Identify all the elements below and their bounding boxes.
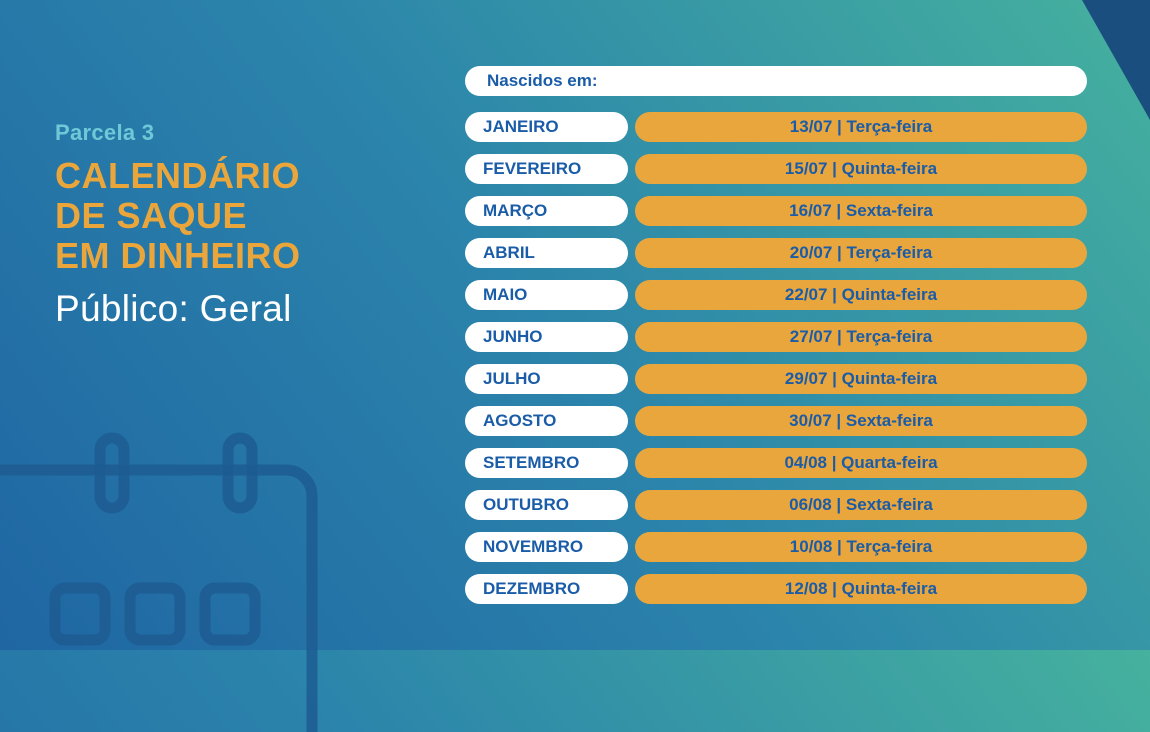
- month-label: ABRIL: [483, 243, 535, 262]
- table-row: NOVEMBRO 10/08 | Terça-feira: [465, 532, 1087, 562]
- table-row: JULHO 29/07 | Quinta-feira: [465, 364, 1087, 394]
- month-label: DEZEMBRO: [483, 579, 581, 598]
- month-pill: DEZEMBRO: [465, 574, 628, 604]
- month-label: SETEMBRO: [483, 453, 580, 472]
- date-pill: 20/07 | Terça-feira: [635, 238, 1087, 268]
- month-pill: OUTUBRO: [465, 490, 628, 520]
- date-label: 20/07 | Terça-feira: [789, 243, 933, 262]
- table-row: FEVEREIRO 15/07 | Quinta-feira: [465, 154, 1087, 184]
- month-pill: FEVEREIRO: [465, 154, 628, 184]
- month-pill: JUNHO: [465, 322, 628, 352]
- page-title-line-1: CALENDÁRIO: [55, 155, 300, 196]
- month-pill: NOVEMBRO: [465, 532, 628, 562]
- date-label: 06/08 | Sexta-feira: [789, 495, 933, 514]
- left-panel: Parcela 3 CALENDÁRIO DE SAQUE EM DINHEIR…: [55, 120, 415, 330]
- month-pill: MAIO: [465, 280, 628, 310]
- page-title-line-2: DE SAQUE: [55, 195, 248, 236]
- date-label: 13/07 | Terça-feira: [789, 117, 933, 136]
- audience-subtitle: Público: Geral: [55, 288, 292, 329]
- table-row: AGOSTO 30/07 | Sexta-feira: [465, 406, 1087, 436]
- month-pill: JULHO: [465, 364, 628, 394]
- date-label: 12/08 | Quinta-feira: [784, 579, 938, 598]
- withdrawal-table: Nascidos em: JANEIRO 13/07 | Terça-feira…: [465, 66, 1087, 616]
- date-label: 04/08 | Quarta-feira: [784, 453, 938, 472]
- month-label: JUNHO: [483, 327, 543, 346]
- calendar-icon: [0, 432, 318, 732]
- table-row: ABRIL 20/07 | Terça-feira: [465, 238, 1087, 268]
- date-pill: 30/07 | Sexta-feira: [635, 406, 1087, 436]
- date-label: 22/07 | Quinta-feira: [784, 285, 938, 304]
- month-pill: ABRIL: [465, 238, 628, 268]
- date-pill: 13/07 | Terça-feira: [635, 112, 1087, 142]
- page-title-line-3: EM DINHEIRO: [55, 235, 301, 276]
- month-label: NOVEMBRO: [483, 537, 584, 556]
- table-row: MAIO 22/07 | Quinta-feira: [465, 280, 1087, 310]
- table-row: JANEIRO 13/07 | Terça-feira: [465, 112, 1087, 142]
- month-pill: JANEIRO: [465, 112, 628, 142]
- date-pill: 29/07 | Quinta-feira: [635, 364, 1087, 394]
- month-label: AGOSTO: [483, 411, 557, 430]
- month-label: JULHO: [483, 369, 541, 388]
- table-header-label: Nascidos em:: [487, 71, 598, 90]
- date-label: 27/07 | Terça-feira: [789, 327, 933, 346]
- date-label: 29/07 | Quinta-feira: [784, 369, 938, 388]
- date-pill: 10/08 | Terça-feira: [635, 532, 1087, 562]
- corner-triangle-decoration: [1082, 0, 1150, 120]
- month-label: FEVEREIRO: [483, 159, 582, 178]
- date-pill: 16/07 | Sexta-feira: [635, 196, 1087, 226]
- date-pill: 15/07 | Quinta-feira: [635, 154, 1087, 184]
- month-label: MARÇO: [483, 201, 548, 220]
- date-label: 30/07 | Sexta-feira: [789, 411, 933, 430]
- month-pill: MARÇO: [465, 196, 628, 226]
- month-label: OUTUBRO: [483, 495, 569, 514]
- date-pill: 27/07 | Terça-feira: [635, 322, 1087, 352]
- date-pill: 12/08 | Quinta-feira: [635, 574, 1087, 604]
- date-label: 10/08 | Terça-feira: [789, 537, 933, 556]
- date-pill: 22/07 | Quinta-feira: [635, 280, 1087, 310]
- month-pill: SETEMBRO: [465, 448, 628, 478]
- date-label: 15/07 | Quinta-feira: [784, 159, 938, 178]
- table-row: OUTUBRO 06/08 | Sexta-feira: [465, 490, 1087, 520]
- month-label: JANEIRO: [483, 117, 559, 136]
- table-row: DEZEMBRO 12/08 | Quinta-feira: [465, 574, 1087, 604]
- table-row: SETEMBRO 04/08 | Quarta-feira: [465, 448, 1087, 478]
- parcel-eyebrow: Parcela 3: [55, 120, 155, 145]
- month-pill: AGOSTO: [465, 406, 628, 436]
- table-row: MARÇO 16/07 | Sexta-feira: [465, 196, 1087, 226]
- date-pill: 06/08 | Sexta-feira: [635, 490, 1087, 520]
- date-label: 16/07 | Sexta-feira: [789, 201, 933, 220]
- table-header-pill: Nascidos em:: [465, 66, 1087, 96]
- table-row: JUNHO 27/07 | Terça-feira: [465, 322, 1087, 352]
- month-label: MAIO: [483, 285, 528, 304]
- date-pill: 04/08 | Quarta-feira: [635, 448, 1087, 478]
